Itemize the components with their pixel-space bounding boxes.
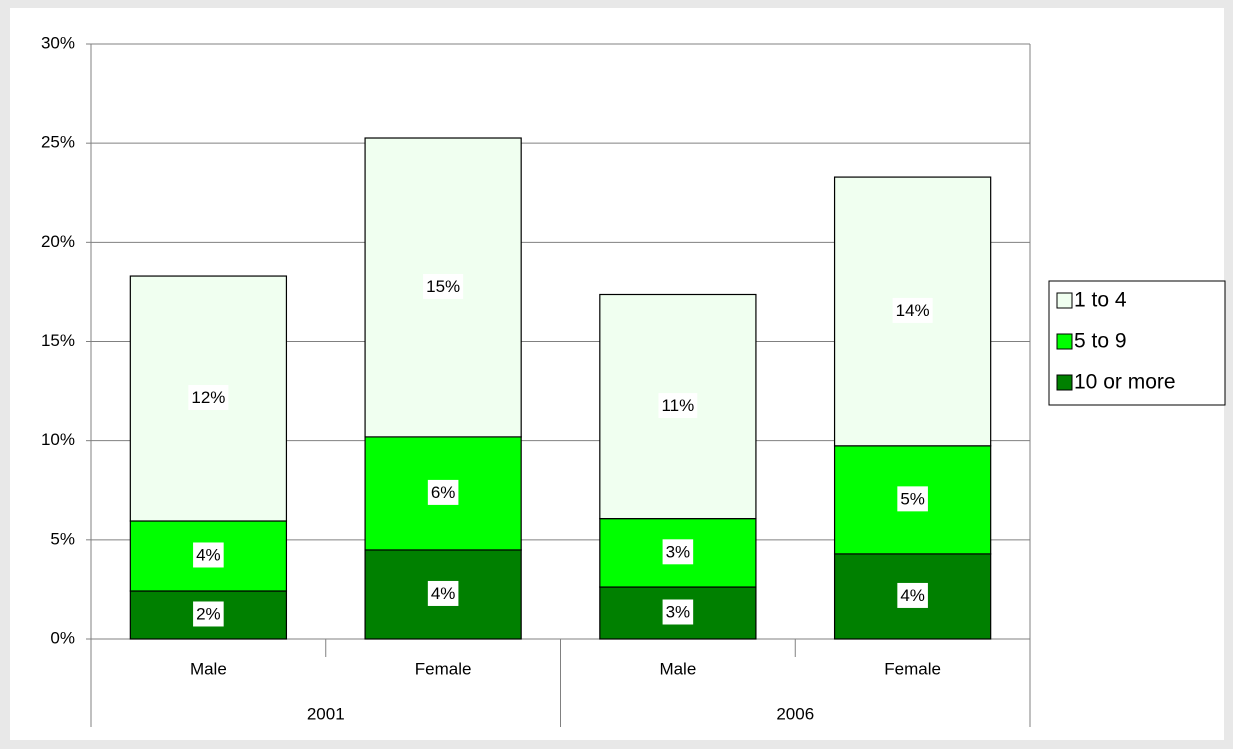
data-label: 12%	[191, 388, 225, 407]
y-tick-label: 5%	[50, 529, 75, 548]
y-tick-label: 15%	[41, 331, 75, 350]
y-tick-label: 20%	[41, 232, 75, 251]
data-label-bg	[662, 599, 694, 625]
y-tick-label: 0%	[50, 628, 75, 647]
data-label-bg	[427, 580, 459, 606]
x-tick-label: Male	[659, 659, 696, 678]
data-label-bg	[193, 601, 224, 627]
data-label: 6%	[431, 483, 456, 502]
legend-box	[1048, 280, 1226, 406]
group-label: 2001	[307, 704, 345, 723]
data-label: 4%	[431, 584, 456, 603]
legend-swatch	[1056, 374, 1073, 391]
data-label-bg	[658, 393, 698, 419]
y-tick-label: 25%	[41, 133, 75, 152]
data-label-bg	[423, 273, 464, 299]
y-tick-label: 10%	[41, 430, 75, 449]
data-label-bg	[427, 479, 459, 505]
data-label-bg	[892, 297, 933, 323]
data-label: 15%	[426, 277, 460, 296]
data-label: 14%	[896, 301, 930, 320]
data-label: 5%	[900, 489, 925, 508]
legend-swatch	[1056, 292, 1073, 309]
data-label-bg	[662, 539, 694, 565]
y-tick-label: 30%	[41, 33, 75, 52]
data-label: 4%	[196, 545, 221, 564]
data-label-bg	[897, 582, 928, 608]
bar-segment	[364, 549, 522, 640]
legend-swatch	[1056, 333, 1073, 350]
legend-label: 10 or more	[1074, 371, 1176, 394]
x-tick-label: Female	[884, 659, 941, 678]
x-tick-label: Male	[190, 659, 227, 678]
x-tick-label: Female	[415, 659, 472, 678]
group-label: 2006	[776, 704, 814, 723]
data-label-bg	[897, 486, 928, 512]
legend-label: 1 to 4	[1074, 289, 1127, 312]
data-label: 3%	[666, 603, 691, 622]
legend-label: 5 to 9	[1074, 330, 1127, 353]
data-label: 2%	[196, 604, 221, 623]
data-label: 4%	[900, 586, 925, 605]
data-label: 3%	[666, 542, 691, 561]
data-label: 11%	[661, 396, 694, 415]
data-label-bg	[193, 542, 224, 568]
data-label-bg	[188, 385, 229, 411]
